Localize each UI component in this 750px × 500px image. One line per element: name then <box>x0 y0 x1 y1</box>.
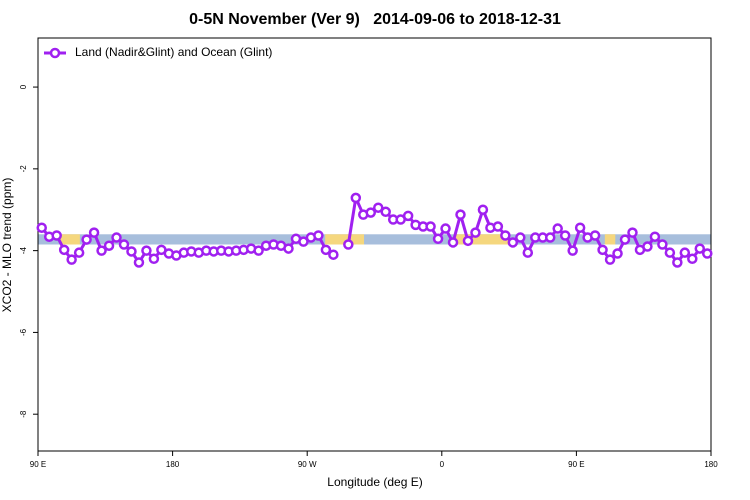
data-point <box>447 237 459 248</box>
data-point <box>619 234 631 245</box>
chart-title: 0-5N November (Ver 9) 2014-09-06 to 2018… <box>189 11 561 28</box>
data-point <box>36 222 47 233</box>
band-highlight <box>604 234 616 245</box>
data-point <box>73 247 85 258</box>
y-tick-label: -2 <box>19 165 28 173</box>
data-point <box>298 236 309 247</box>
data-point <box>88 227 100 238</box>
x-tick-label: 180 <box>704 460 718 469</box>
data-point <box>657 239 668 250</box>
x-tick-label: 180 <box>166 460 180 469</box>
data-point <box>500 230 511 241</box>
data-point <box>51 230 62 241</box>
data-point <box>642 241 653 252</box>
data-point <box>589 230 601 241</box>
plot-frame <box>37 37 712 452</box>
legend-label: Land (Nadir&Glint) and Ocean (Glint) <box>75 45 272 59</box>
data-point <box>559 230 571 241</box>
x-tick-label: 0 <box>440 460 445 469</box>
data-point <box>365 207 377 218</box>
data-point <box>702 248 713 259</box>
data-point <box>440 223 451 234</box>
data-point <box>694 243 706 254</box>
data-point <box>649 231 661 242</box>
band-highlight <box>60 234 80 245</box>
y-tick-label: -6 <box>19 328 28 336</box>
data-point <box>283 243 294 254</box>
band-highlight <box>325 234 365 245</box>
data-point <box>455 209 466 220</box>
data-point <box>477 204 489 215</box>
data-point <box>522 247 534 258</box>
data-point <box>350 192 362 204</box>
data-point <box>574 222 586 233</box>
data-point <box>627 227 638 238</box>
data-point <box>672 257 683 268</box>
data-point <box>118 239 130 250</box>
data-point <box>432 233 444 245</box>
data-point <box>462 235 474 247</box>
data-point <box>492 221 504 232</box>
data-point <box>664 247 676 258</box>
data-point <box>372 202 384 213</box>
data-point <box>343 239 354 250</box>
data-point <box>470 227 481 238</box>
data-point <box>567 245 578 256</box>
data-point <box>380 206 391 218</box>
data-point <box>507 237 519 248</box>
x-tick-label: 90 E <box>568 460 584 469</box>
data-point <box>320 244 332 256</box>
data-point <box>425 221 436 232</box>
data-point <box>552 223 563 234</box>
data-point <box>604 254 616 265</box>
data-point <box>313 230 324 241</box>
data-point <box>111 232 122 243</box>
band <box>38 234 711 245</box>
data-point <box>544 232 556 243</box>
data-point <box>148 253 160 265</box>
data-point <box>126 246 137 257</box>
y-axis-title: XCO2 - MLO trend (ppm) <box>0 178 14 313</box>
data-point <box>103 240 115 251</box>
data-point <box>141 245 152 256</box>
data-point <box>687 253 698 265</box>
data-point <box>402 210 414 222</box>
y-tick-label: 0 <box>19 84 28 89</box>
x-tick-label: 90 E <box>30 460 46 469</box>
y-tick-label: -4 <box>19 247 28 255</box>
data-point <box>81 234 92 245</box>
legend-marker <box>49 47 61 59</box>
x-tick-label: 90 W <box>298 460 317 469</box>
data-point <box>515 232 526 243</box>
data-point <box>58 244 70 256</box>
data-point <box>612 248 623 259</box>
data-point <box>679 247 691 258</box>
data-point <box>253 245 264 256</box>
data-point <box>96 245 107 256</box>
y-tick-label: -8 <box>19 410 28 418</box>
x-axis-title: Longitude (deg E) <box>327 475 422 489</box>
data-point <box>597 244 608 256</box>
data-point <box>66 254 77 265</box>
data-point <box>133 257 145 268</box>
data-point <box>328 249 339 260</box>
band-highlight <box>455 234 510 245</box>
